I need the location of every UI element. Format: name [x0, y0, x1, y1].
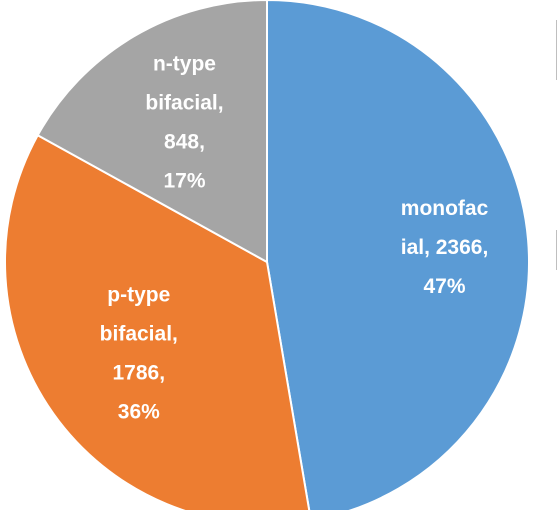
pie-slices [4, 0, 530, 510]
data-label-line: ial, 2366, [401, 236, 489, 259]
data-label-line: monofac [401, 197, 489, 220]
data-label-line: 36% [118, 400, 160, 423]
data-label-line: bifacial, [100, 322, 178, 345]
pie-slice-p-type-bifacial [4, 133, 311, 510]
data-label-n-type-bifacial: n-type bifacial, 848, 17% [145, 53, 223, 193]
data-label-line: 848, [164, 131, 205, 154]
data-label-line: p-type [107, 283, 170, 306]
data-label-line: 17% [163, 170, 205, 193]
frame-edge-line [556, 230, 557, 270]
data-label-line: 47% [424, 275, 466, 298]
data-label-monofacial: monofac ial, 2366, 47% [401, 197, 489, 298]
data-label-p-type-bifacial: p-type bifacial, 1786, 36% [100, 283, 178, 423]
pie-data-labels: monofac ial, 2366, 47% p-type bifacial, 1786,… [100, 53, 489, 424]
data-label-line: bifacial, [145, 92, 223, 115]
data-label-line: 1786, [113, 361, 166, 384]
pie-slice-n-type-bifacial [36, 0, 268, 264]
data-label-line: n-type [153, 53, 216, 76]
pie-slice-monofacial [266, 0, 530, 510]
frame-edge-line [556, 20, 557, 80]
